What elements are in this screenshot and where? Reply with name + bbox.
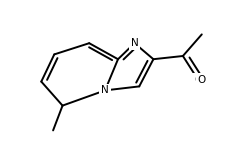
Text: N: N (131, 38, 138, 48)
Text: N: N (101, 85, 109, 95)
Text: O: O (194, 75, 202, 85)
Text: O: O (198, 75, 206, 85)
